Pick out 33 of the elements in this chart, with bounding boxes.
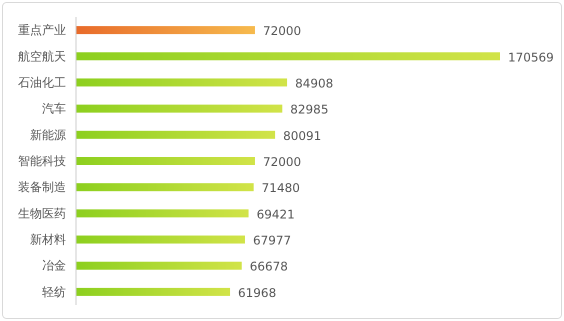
- y-tick-label: 汽车: [42, 102, 66, 116]
- bar: [76, 78, 288, 86]
- data-label: 71480: [262, 181, 300, 196]
- bar: [76, 52, 500, 60]
- y-tick-label: 重点产业: [18, 23, 66, 38]
- bar: [76, 104, 282, 113]
- data-label: 72000: [262, 24, 302, 38]
- bar: [76, 262, 242, 270]
- data-label: 66678: [250, 260, 288, 274]
- y-tick-label: 冶金: [42, 258, 66, 273]
- y-tick-label: 新材料: [30, 232, 66, 247]
- y-tick-label: 装备制造: [18, 180, 66, 194]
- bar: [76, 130, 276, 139]
- bar: [76, 157, 255, 165]
- data-label: 61968: [238, 286, 276, 300]
- data-label: 80091: [283, 128, 322, 143]
- data-label: 170569: [508, 50, 554, 64]
- y-tick-label: 智能科技: [18, 154, 66, 168]
- y-tick-label: 新能源: [30, 128, 66, 142]
- bar: [76, 236, 245, 244]
- y-tick-label: 石油化工: [18, 75, 66, 90]
- y-tick-label: 航空航天: [18, 49, 66, 64]
- y-tick-label: 轻纺: [42, 284, 66, 299]
- bar: [76, 26, 255, 34]
- data-label: 84908: [295, 76, 334, 90]
- bar: [76, 209, 249, 218]
- data-label: 67977: [252, 234, 292, 248]
- data-label: 69421: [256, 207, 295, 222]
- bar: [76, 288, 230, 296]
- data-label: 72000: [262, 155, 302, 169]
- bar: [76, 183, 254, 192]
- data-label: 82985: [290, 102, 328, 117]
- y-tick-label: 生物医药: [18, 206, 66, 220]
